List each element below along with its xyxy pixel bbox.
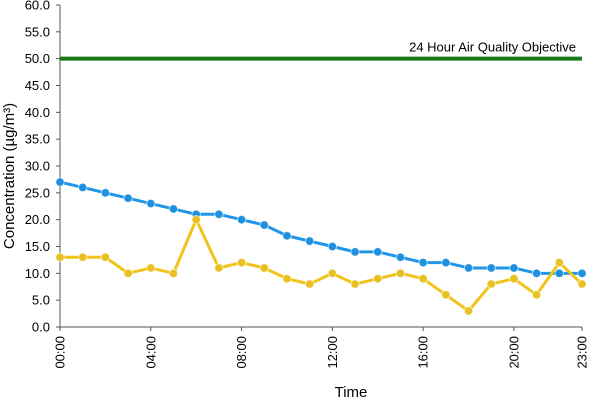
data-point [168,204,179,214]
series-line [60,218,584,313]
data-point [509,274,519,284]
y-axis-title: Concentration (µg/m³) [1,103,18,249]
series-1 [55,177,587,279]
data-point [236,257,247,268]
data-point [327,268,338,279]
y-tick-label: 45.0 [25,78,50,93]
data-point [418,257,428,268]
data-point [304,279,315,289]
y-tick-label: 40.0 [25,105,50,120]
data-point [214,209,224,220]
data-point [146,198,156,209]
x-tick-label: 00:00 [53,336,68,369]
data-point [236,214,247,225]
data-point [486,279,496,289]
y-tick-label: 50.0 [25,51,50,66]
data-point [531,268,542,279]
x-tick-label: 16:00 [416,336,431,369]
data-point [486,263,496,273]
x-tick-label: 12:00 [325,336,340,369]
x-tick-label: 20:00 [506,336,521,369]
x-tick-label: 23:00 [575,336,590,369]
data-point [304,236,315,246]
data-point [100,252,111,262]
data-point [100,188,111,198]
y-tick-label: 20.0 [25,212,50,227]
data-point [214,263,224,273]
y-axis-ticks: 0.0 5.0 10.0 15.0 20.0 25.0 30.0 35.0 40.0 45.0 50… [25,0,60,335]
x-axis-title: Time [335,384,368,400]
data-point [123,268,133,279]
y-tick-label: 15.0 [25,239,50,254]
data-point [531,290,542,300]
reference-line-label: 24 Hour Air Quality Objective [409,40,576,55]
data-point [77,182,88,193]
data-point [463,306,474,316]
data-point [463,263,474,273]
data-point [55,252,65,262]
reference-line-group: 24 Hour Air Quality Objective [60,40,582,61]
data-point [395,268,406,279]
data-point [554,257,565,268]
data-point [577,268,587,279]
data-point [373,247,383,257]
y-tick-label: 5.0 [32,293,50,308]
data-point [282,274,292,284]
y-tick-label: 30.0 [25,159,50,174]
data-point [509,263,519,273]
data-point [146,263,156,273]
y-tick-label: 60.0 [25,0,50,13]
data-point [350,279,360,289]
data-point [441,290,451,300]
data-point [441,257,451,268]
x-tick-label: 08:00 [234,336,249,369]
data-point [123,193,133,203]
y-tick-label: 10.0 [25,266,50,281]
y-tick-label: 25.0 [25,185,50,200]
data-point [395,252,406,262]
data-point [259,263,269,273]
data-point [577,279,587,289]
data-point [554,268,565,279]
series-2 [55,214,587,316]
series-line [59,180,582,275]
data-point [77,252,88,262]
series [55,177,587,316]
data-point [191,214,201,225]
data-point [350,247,360,257]
data-point [282,231,292,241]
y-tick-label: 35.0 [25,132,50,147]
x-tick-label: 04:00 [143,336,158,369]
y-tick-label: 55.0 [25,24,50,39]
data-point [55,177,65,187]
y-tick-label: 0.0 [32,320,50,335]
x-axis-ticks: 00:00 04:00 08:00 12:00 16:00 20:00 23:00 [53,327,590,369]
data-point [168,268,179,279]
data-point [373,274,383,284]
data-point [418,274,428,284]
data-point [327,241,338,252]
data-point [259,220,269,230]
